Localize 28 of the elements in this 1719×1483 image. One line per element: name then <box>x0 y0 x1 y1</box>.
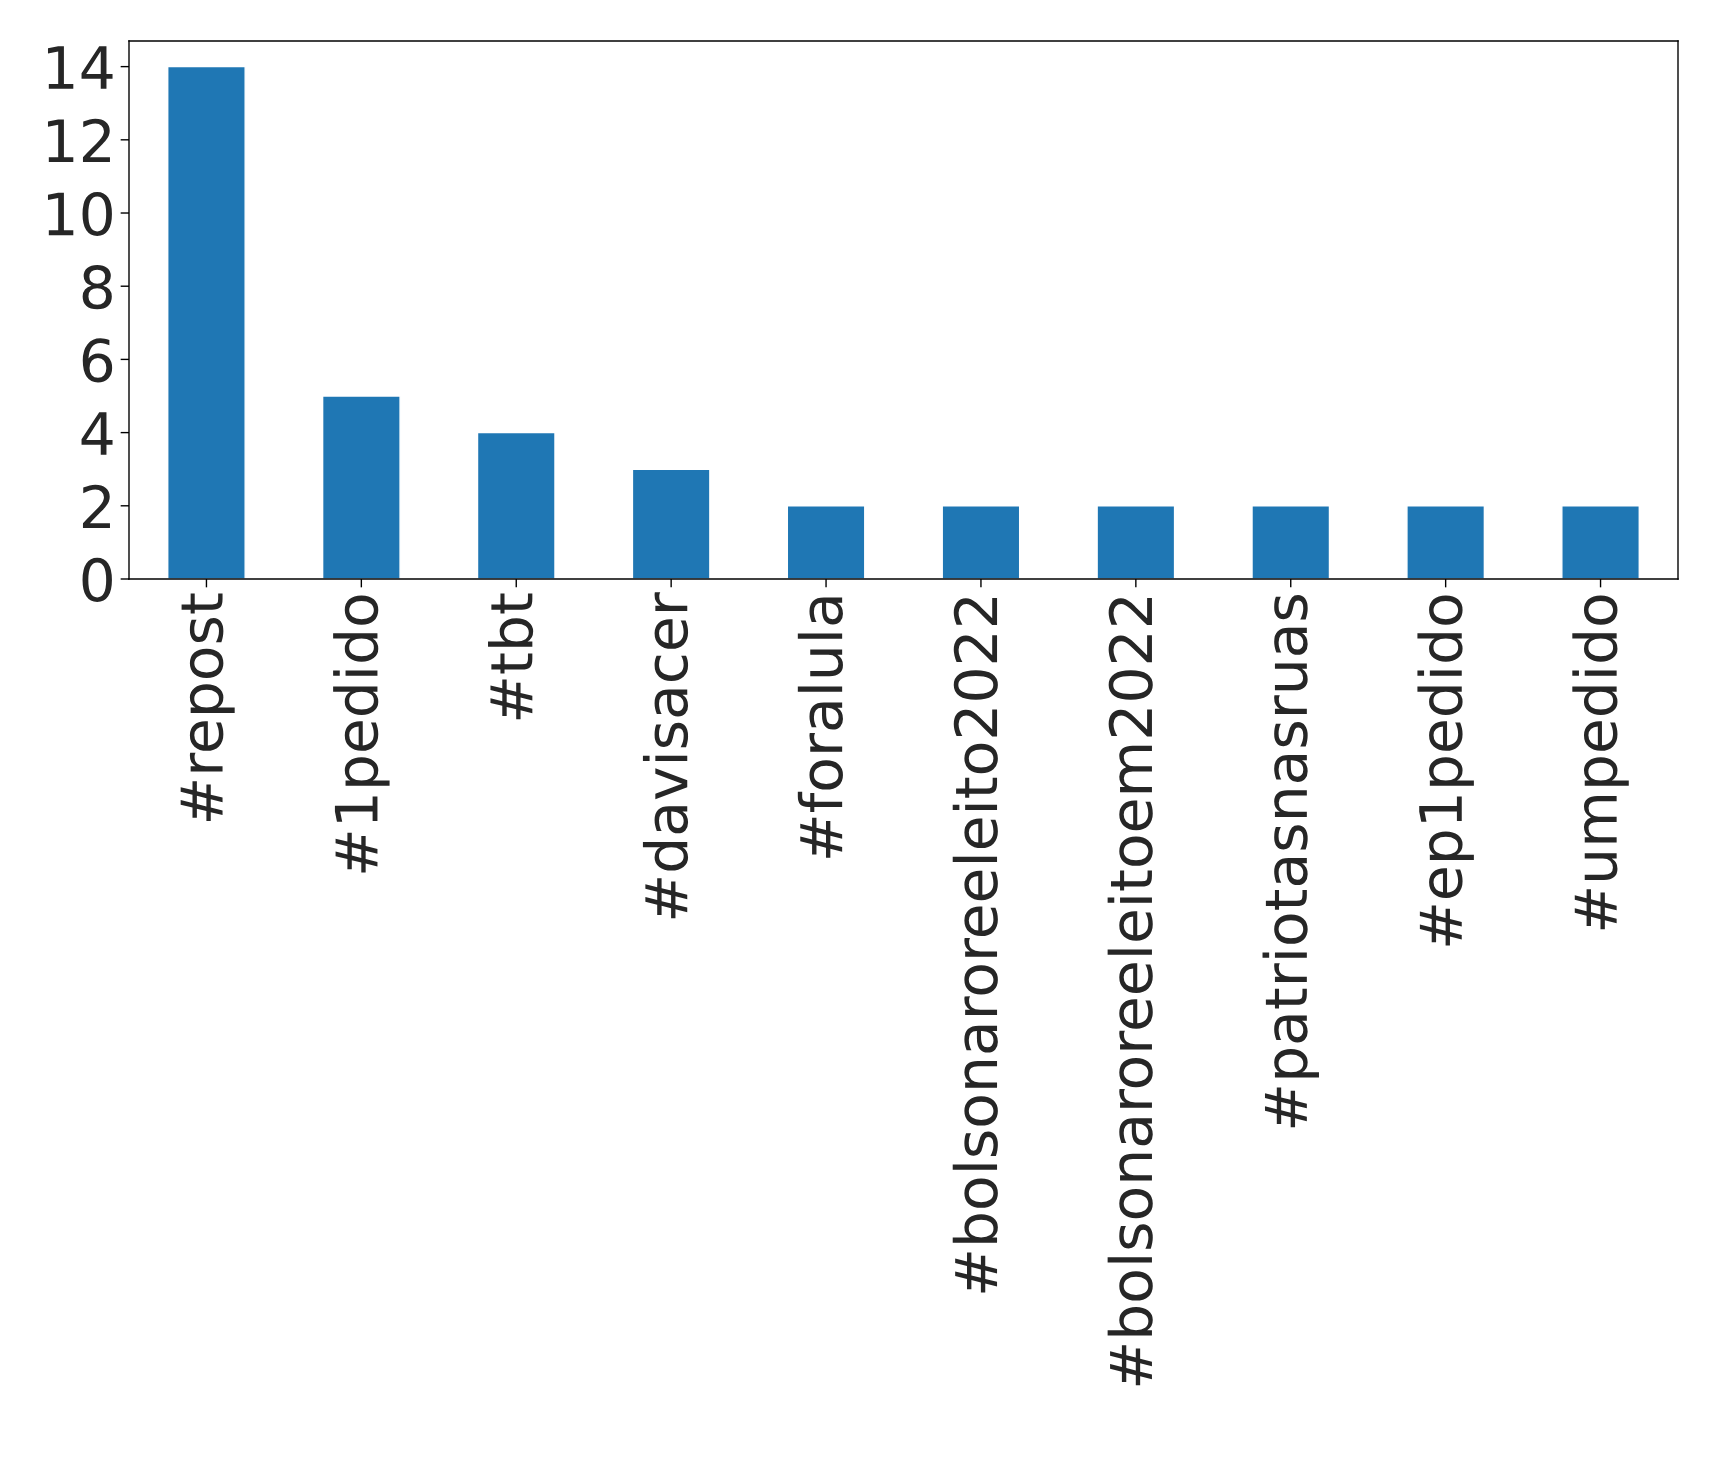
bar <box>167 65 246 579</box>
y-tick-label: 2 <box>82 484 110 528</box>
x-tick-label: #1pedido <box>333 595 390 873</box>
x-tick-label: #patriotasnasruas <box>1262 595 1319 1128</box>
bar <box>1096 505 1176 579</box>
x-tick-label: #davisacer <box>642 592 689 919</box>
bar <box>1561 505 1640 579</box>
x-tick-label: #bolsonaroreeleitoem2022 <box>1107 598 1153 1386</box>
x-tick-label: #foralula <box>797 597 843 858</box>
y-tick-label: 6 <box>82 338 113 383</box>
x-tick-label: #tbt <box>488 593 534 720</box>
bar <box>786 505 866 579</box>
y-tick-label: 14 <box>47 46 113 89</box>
x-tick-label: #umpedido <box>1572 595 1629 930</box>
y-tick-label: 12 <box>47 118 110 162</box>
y-tick-label: 0 <box>82 557 112 602</box>
x-tick-label: #bolsonaroreeleito2022 <box>952 598 998 1293</box>
x-tick-label: #ep1pedido <box>1417 595 1474 946</box>
y-tick-label: 8 <box>82 265 112 310</box>
bar <box>1251 505 1331 579</box>
bar <box>941 505 1021 579</box>
bar <box>631 468 711 579</box>
bar <box>1406 505 1486 579</box>
y-tick-label: 10 <box>47 191 112 237</box>
y-tick-label: 4 <box>81 412 113 455</box>
x-tick-label: #repost <box>180 593 235 822</box>
bar <box>321 395 401 579</box>
bar <box>476 431 556 579</box>
